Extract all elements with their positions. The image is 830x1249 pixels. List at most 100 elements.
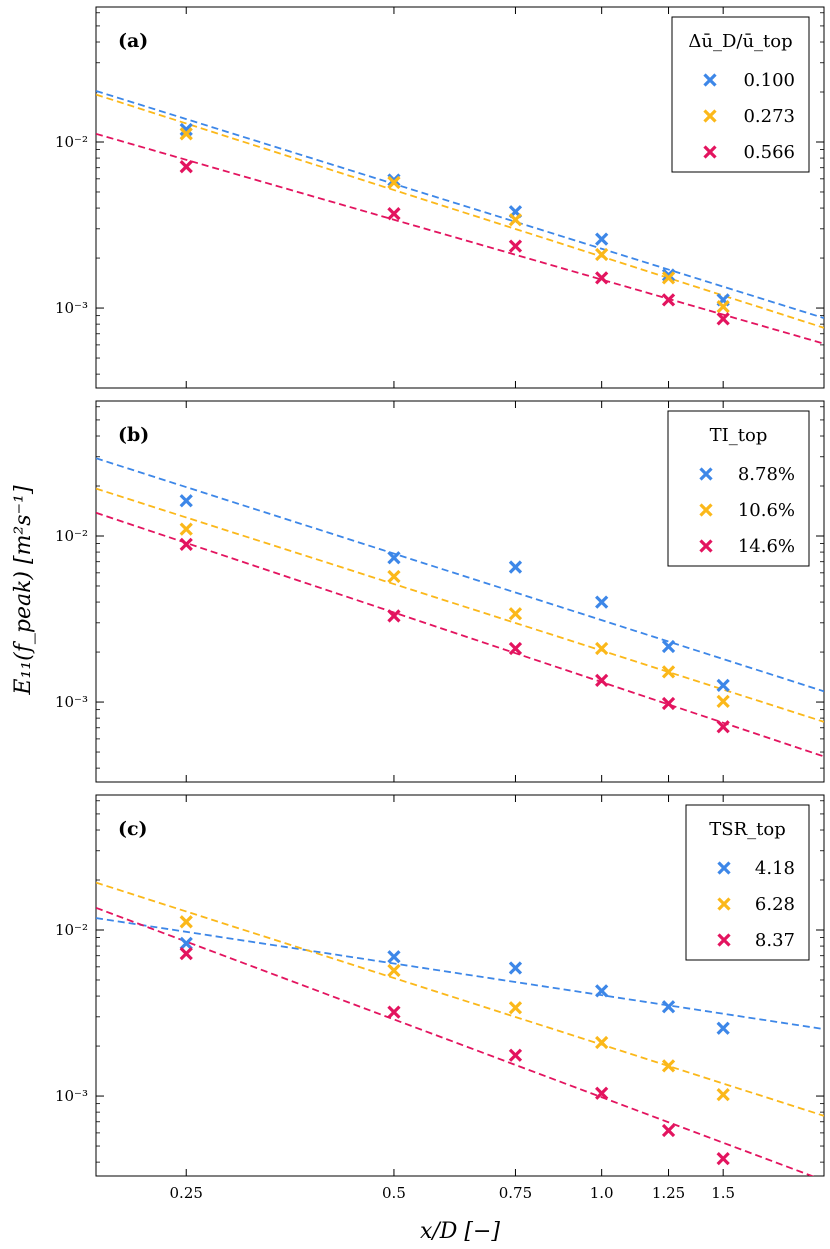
data-point-0 (387, 950, 401, 964)
data-point-0 (595, 595, 609, 609)
data-point-0 (661, 268, 676, 282)
axes-frame (95, 794, 825, 1177)
x-tick-label: 1.5 (711, 1184, 735, 1202)
data-point-0 (661, 1000, 676, 1014)
data-point-1 (661, 1059, 676, 1073)
data-point-2 (387, 1005, 401, 1019)
x-tick-label: 0.5 (382, 1184, 406, 1202)
data-point-2 (716, 720, 730, 734)
data-point-0 (387, 173, 401, 187)
legend-label: 0.100 (743, 70, 795, 91)
legend-marker-0 (703, 73, 717, 87)
legend-title: TI_top (710, 425, 768, 446)
data-point-2 (661, 1123, 676, 1138)
data-point-1 (508, 1001, 523, 1015)
legend-label: 8.78% (738, 464, 795, 485)
data-point-2 (716, 312, 730, 326)
legend-label: 14.6% (738, 536, 795, 557)
data-point-2 (595, 271, 609, 285)
panel-a: 10⁻² 10⁻³ (a) Δū_D/ū_top 0.100 0.273 0.566 (55, 6, 825, 389)
legend-title: Δū_D/ū_top (688, 31, 792, 52)
x-tick-label: 0.25 (170, 1184, 203, 1202)
fit-line-0 (96, 457, 824, 693)
y-tick-label: 10⁻² (55, 133, 88, 151)
fit-line-0 (96, 90, 824, 319)
data-point-0 (179, 494, 193, 508)
y-tick-label: 10⁻³ (55, 693, 88, 711)
axes-frame (95, 6, 825, 389)
legend: TI_top 8.78% 10.6% 14.6% (667, 410, 810, 567)
legend-marker-1 (699, 503, 713, 517)
fit-line-2 (96, 132, 824, 345)
x-axis-label: x/D [−] (420, 1219, 500, 1244)
data-point-1 (179, 915, 193, 929)
legend-frame (685, 804, 810, 961)
legend-marker-2 (699, 539, 713, 553)
legend-label: 0.273 (743, 106, 795, 127)
legend-marker-2 (717, 933, 731, 947)
data-point-2 (179, 537, 193, 552)
data-point-2 (387, 207, 401, 221)
data-point-2 (661, 696, 676, 711)
data-point-0 (179, 122, 193, 137)
legend-label: 0.566 (743, 142, 795, 163)
plot-area (96, 90, 824, 345)
data-point-1 (387, 963, 401, 978)
panel-label: (b) (118, 424, 149, 446)
legend-label: 8.37 (755, 930, 795, 951)
legend-label: 10.6% (738, 500, 795, 521)
data-point-2 (716, 1151, 730, 1166)
data-point-1 (179, 127, 193, 141)
data-point-1 (595, 247, 609, 262)
data-point-0 (661, 639, 676, 654)
x-tick-label: 0.75 (499, 1184, 532, 1202)
y-tick-label: 10⁻² (55, 527, 88, 545)
legend-frame (671, 16, 810, 173)
data-point-0 (595, 232, 609, 246)
plot-area (96, 881, 824, 1176)
data-point-0 (595, 984, 609, 998)
data-point-2 (179, 160, 193, 174)
legend-title: TSR_top (709, 819, 785, 840)
data-point-0 (716, 678, 730, 693)
legend-marker-2 (703, 145, 717, 159)
data-point-1 (661, 271, 676, 285)
data-point-2 (508, 239, 523, 253)
data-point-2 (661, 293, 676, 307)
data-point-1 (595, 1035, 609, 1050)
legend: Δū_D/ū_top 0.100 0.273 0.566 (671, 16, 810, 173)
data-point-2 (595, 1086, 609, 1100)
panel-label: (a) (118, 30, 148, 52)
legend-marker-0 (699, 467, 713, 481)
legend-label: 4.18 (755, 858, 795, 879)
data-point-1 (716, 694, 730, 708)
legend-frame (667, 410, 810, 567)
data-point-2 (508, 1048, 523, 1062)
legend-marker-0 (717, 861, 731, 875)
y-tick-label: 10⁻² (55, 921, 88, 939)
y-axis-label: E₁₁(f_peak) [m²s⁻¹] (11, 485, 36, 696)
legend: TSR_top 4.18 6.28 8.37 (685, 804, 810, 961)
data-point-1 (716, 1087, 730, 1102)
data-point-2 (179, 947, 193, 961)
y-tick-label: 10⁻³ (55, 299, 88, 317)
data-point-0 (387, 551, 401, 565)
panel-c: 10⁻² 10⁻³ 0.25 0.5 0.75 1.0 1.25 1.5 (c) TSR_top 4… (55, 794, 825, 1202)
data-point-0 (716, 1021, 730, 1035)
x-tick-label: 1.0 (590, 1184, 614, 1202)
axes-frame (95, 400, 825, 783)
data-point-2 (508, 641, 523, 656)
data-point-2 (595, 673, 609, 688)
fit-line-0 (96, 917, 824, 1030)
data-point-1 (595, 641, 609, 656)
data-point-1 (387, 569, 401, 584)
data-point-1 (387, 175, 401, 190)
legend-label: 6.28 (755, 894, 795, 915)
fit-line-2 (96, 906, 815, 1176)
fit-line-2 (96, 511, 824, 758)
data-point-1 (716, 299, 730, 314)
data-point-1 (508, 213, 523, 227)
plot-area (96, 457, 824, 758)
data-point-1 (661, 665, 676, 679)
